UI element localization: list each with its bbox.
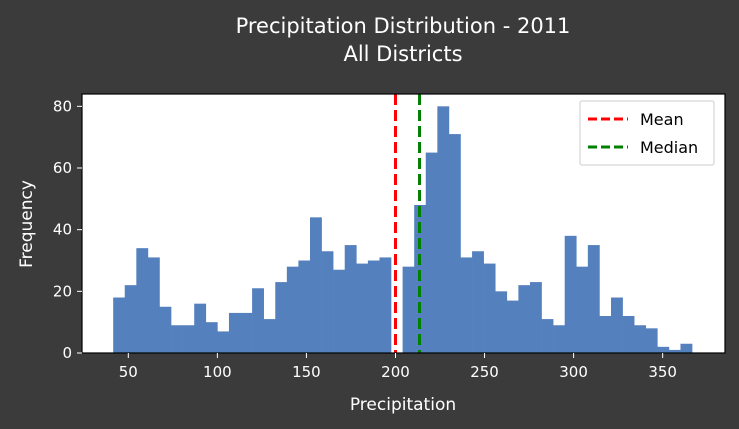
histogram-bar bbox=[309, 217, 322, 353]
histogram-bar bbox=[518, 285, 531, 353]
histogram-bar bbox=[205, 322, 218, 353]
histogram-bar bbox=[472, 251, 484, 353]
histogram-bar bbox=[194, 303, 207, 353]
histogram-bar bbox=[147, 257, 160, 353]
histogram-bar bbox=[680, 343, 693, 353]
histogram-bar bbox=[506, 300, 519, 353]
histogram-bar bbox=[622, 316, 635, 353]
histogram-bar bbox=[657, 346, 670, 353]
y-tick-label: 40 bbox=[53, 221, 72, 239]
histogram-bar bbox=[495, 291, 508, 353]
histogram-bar bbox=[645, 328, 658, 353]
histogram-bar bbox=[367, 260, 380, 353]
histogram-bar bbox=[448, 134, 461, 353]
histogram-bar bbox=[159, 306, 172, 353]
histogram-bar bbox=[344, 245, 357, 353]
y-tick-label: 80 bbox=[53, 97, 72, 115]
histogram-bar bbox=[587, 245, 600, 353]
histogram-bar bbox=[379, 257, 392, 353]
histogram-bar bbox=[553, 325, 565, 353]
x-tick-label: 200 bbox=[381, 363, 410, 381]
histogram-bar bbox=[321, 251, 334, 353]
histogram-bar bbox=[634, 325, 647, 353]
histogram-bar bbox=[298, 260, 311, 353]
legend-box bbox=[579, 100, 715, 166]
histogram-bar bbox=[182, 325, 195, 353]
histogram-bar bbox=[263, 319, 276, 353]
histogram-bar bbox=[564, 235, 577, 353]
histogram-bar bbox=[668, 349, 681, 353]
plot-frame bbox=[81, 93, 726, 354]
histogram-bar bbox=[286, 266, 299, 353]
histogram-bar bbox=[402, 266, 415, 353]
legend-median-label: Median bbox=[640, 138, 698, 157]
y-tick-label: 60 bbox=[53, 159, 72, 177]
histogram-bar bbox=[240, 312, 253, 353]
histogram-bar bbox=[437, 106, 450, 353]
histogram-bar bbox=[529, 282, 542, 353]
histogram-bar bbox=[356, 263, 369, 353]
y-tick-label: 20 bbox=[53, 282, 72, 300]
histogram-bar bbox=[275, 282, 288, 353]
histogram-bar bbox=[333, 269, 346, 353]
histogram-bar bbox=[599, 316, 612, 353]
histogram-bar bbox=[541, 319, 554, 353]
y-axis: 0 20 40 60 80 bbox=[53, 97, 82, 362]
legend-mean-label: Mean bbox=[640, 110, 684, 129]
histogram-bar bbox=[228, 312, 241, 353]
x-tick-label: 300 bbox=[559, 363, 588, 381]
x-tick-label: 100 bbox=[203, 363, 232, 381]
histogram-bar bbox=[460, 257, 473, 353]
reference-lines bbox=[393, 94, 422, 353]
x-tick-label: 150 bbox=[292, 363, 321, 381]
chart-title: Precipitation Distribution - 2011 bbox=[236, 14, 571, 38]
histogram-bar bbox=[171, 325, 183, 353]
legend: Mean Median bbox=[579, 100, 715, 166]
chart-subtitle: All Districts bbox=[343, 42, 462, 66]
x-tick-label: 350 bbox=[648, 363, 677, 381]
x-axis: 50 100 150 200 250 300 350 bbox=[119, 353, 677, 381]
x-tick-label: 50 bbox=[119, 363, 138, 381]
histogram-bar bbox=[576, 266, 589, 353]
histogram-bar bbox=[113, 297, 126, 353]
histogram-bar bbox=[483, 263, 496, 353]
histogram-bar bbox=[136, 248, 149, 353]
x-tick-label: 250 bbox=[470, 363, 499, 381]
x-axis-label: Precipitation bbox=[350, 395, 456, 415]
y-axis-label: Frequency bbox=[17, 180, 37, 268]
histogram-bar bbox=[252, 288, 264, 353]
histogram-bar bbox=[217, 331, 230, 353]
y-tick-label: 0 bbox=[62, 344, 72, 362]
histogram-bar bbox=[611, 297, 623, 353]
bars-group bbox=[113, 106, 693, 353]
histogram-bar bbox=[425, 152, 438, 353]
histogram-bar bbox=[124, 285, 137, 353]
